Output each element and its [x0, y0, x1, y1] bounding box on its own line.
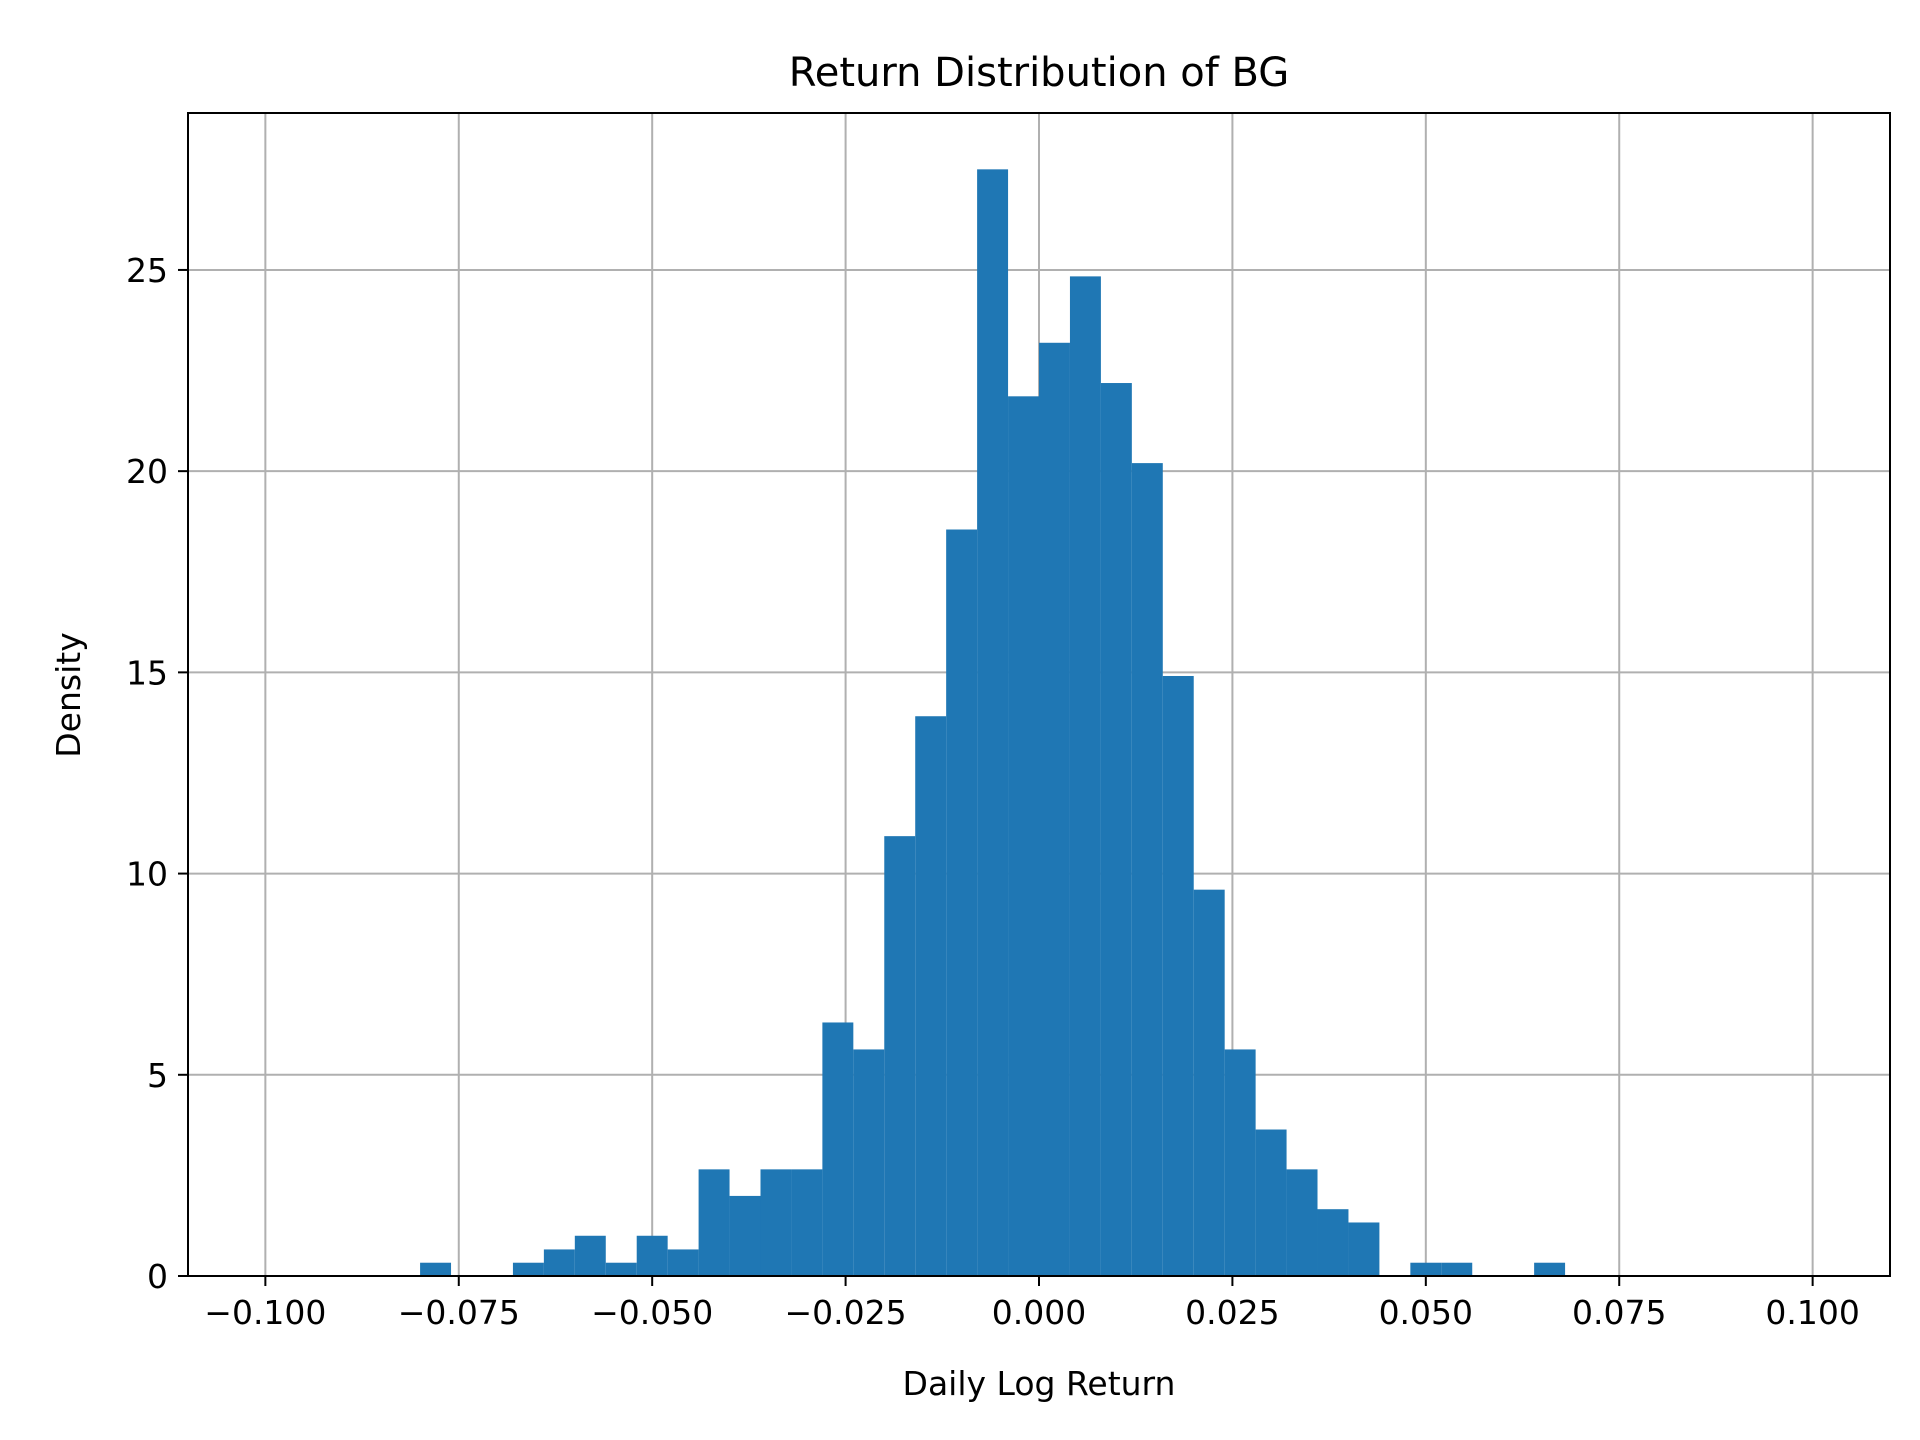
histogram-bar	[1069, 276, 1101, 1276]
histogram-bar	[822, 1022, 854, 1276]
x-tick-label: −0.025	[785, 1293, 907, 1332]
x-axis-label: Daily Log Return	[903, 1364, 1176, 1403]
histogram-bar	[915, 716, 947, 1276]
x-tick-label: 0.075	[1572, 1293, 1666, 1332]
histogram-bars	[420, 169, 1566, 1277]
histogram-bar	[946, 529, 978, 1276]
histogram-bar	[1224, 1049, 1256, 1276]
histogram-bar	[977, 169, 1009, 1277]
histogram-bar	[1255, 1129, 1287, 1276]
x-tick-label: −0.075	[398, 1293, 520, 1332]
histogram-bar	[729, 1195, 761, 1276]
histogram-bar	[760, 1169, 792, 1276]
histogram-bar	[1441, 1262, 1473, 1276]
histogram-bar	[1410, 1262, 1442, 1276]
histogram-bar	[512, 1262, 544, 1276]
histogram-bar	[1100, 383, 1132, 1276]
histogram-bar	[1348, 1222, 1380, 1276]
x-tick-label: 0.025	[1185, 1293, 1279, 1332]
y-tick-label: 10	[126, 855, 168, 894]
x-tick-label: 0.000	[992, 1293, 1086, 1332]
x-tick-label: −0.050	[591, 1293, 713, 1332]
x-tick-label: −0.100	[204, 1293, 326, 1332]
histogram-bar	[698, 1169, 730, 1276]
histogram-bar	[853, 1049, 885, 1276]
histogram-bar	[1193, 889, 1225, 1276]
histogram-bar	[791, 1169, 823, 1276]
histogram-bar	[1534, 1262, 1566, 1276]
x-tick-label: 0.050	[1379, 1293, 1473, 1332]
histogram-bar	[884, 836, 916, 1276]
histogram-bar	[605, 1262, 637, 1276]
x-axis-ticks: −0.100 −0.075 −0.050 −0.025 0.000 0.025 0.050 0…	[204, 1276, 1860, 1332]
y-tick-label: 0	[147, 1257, 168, 1296]
y-axis-ticks: 0 5 10 15 20 25	[126, 251, 188, 1296]
y-tick-label: 5	[147, 1056, 168, 1095]
y-axis-label: Density	[49, 632, 88, 757]
y-tick-label: 15	[126, 653, 168, 692]
histogram-bar	[1131, 463, 1163, 1276]
histogram-bar	[420, 1262, 452, 1276]
histogram-bar	[1286, 1169, 1318, 1276]
histogram-bar	[1317, 1209, 1349, 1276]
x-tick-label: 0.100	[1765, 1293, 1859, 1332]
y-tick-label: 25	[126, 251, 168, 290]
histogram-bar	[1162, 675, 1194, 1276]
histogram-bar	[636, 1235, 668, 1276]
histogram-bar	[574, 1235, 606, 1276]
histogram-bar	[667, 1249, 699, 1276]
y-tick-label: 20	[126, 452, 168, 491]
histogram-bar	[1008, 396, 1039, 1276]
histogram-bar	[543, 1249, 575, 1276]
chart-title: Return Distribution of BG	[789, 50, 1290, 96]
histogram-bar	[1039, 342, 1070, 1276]
